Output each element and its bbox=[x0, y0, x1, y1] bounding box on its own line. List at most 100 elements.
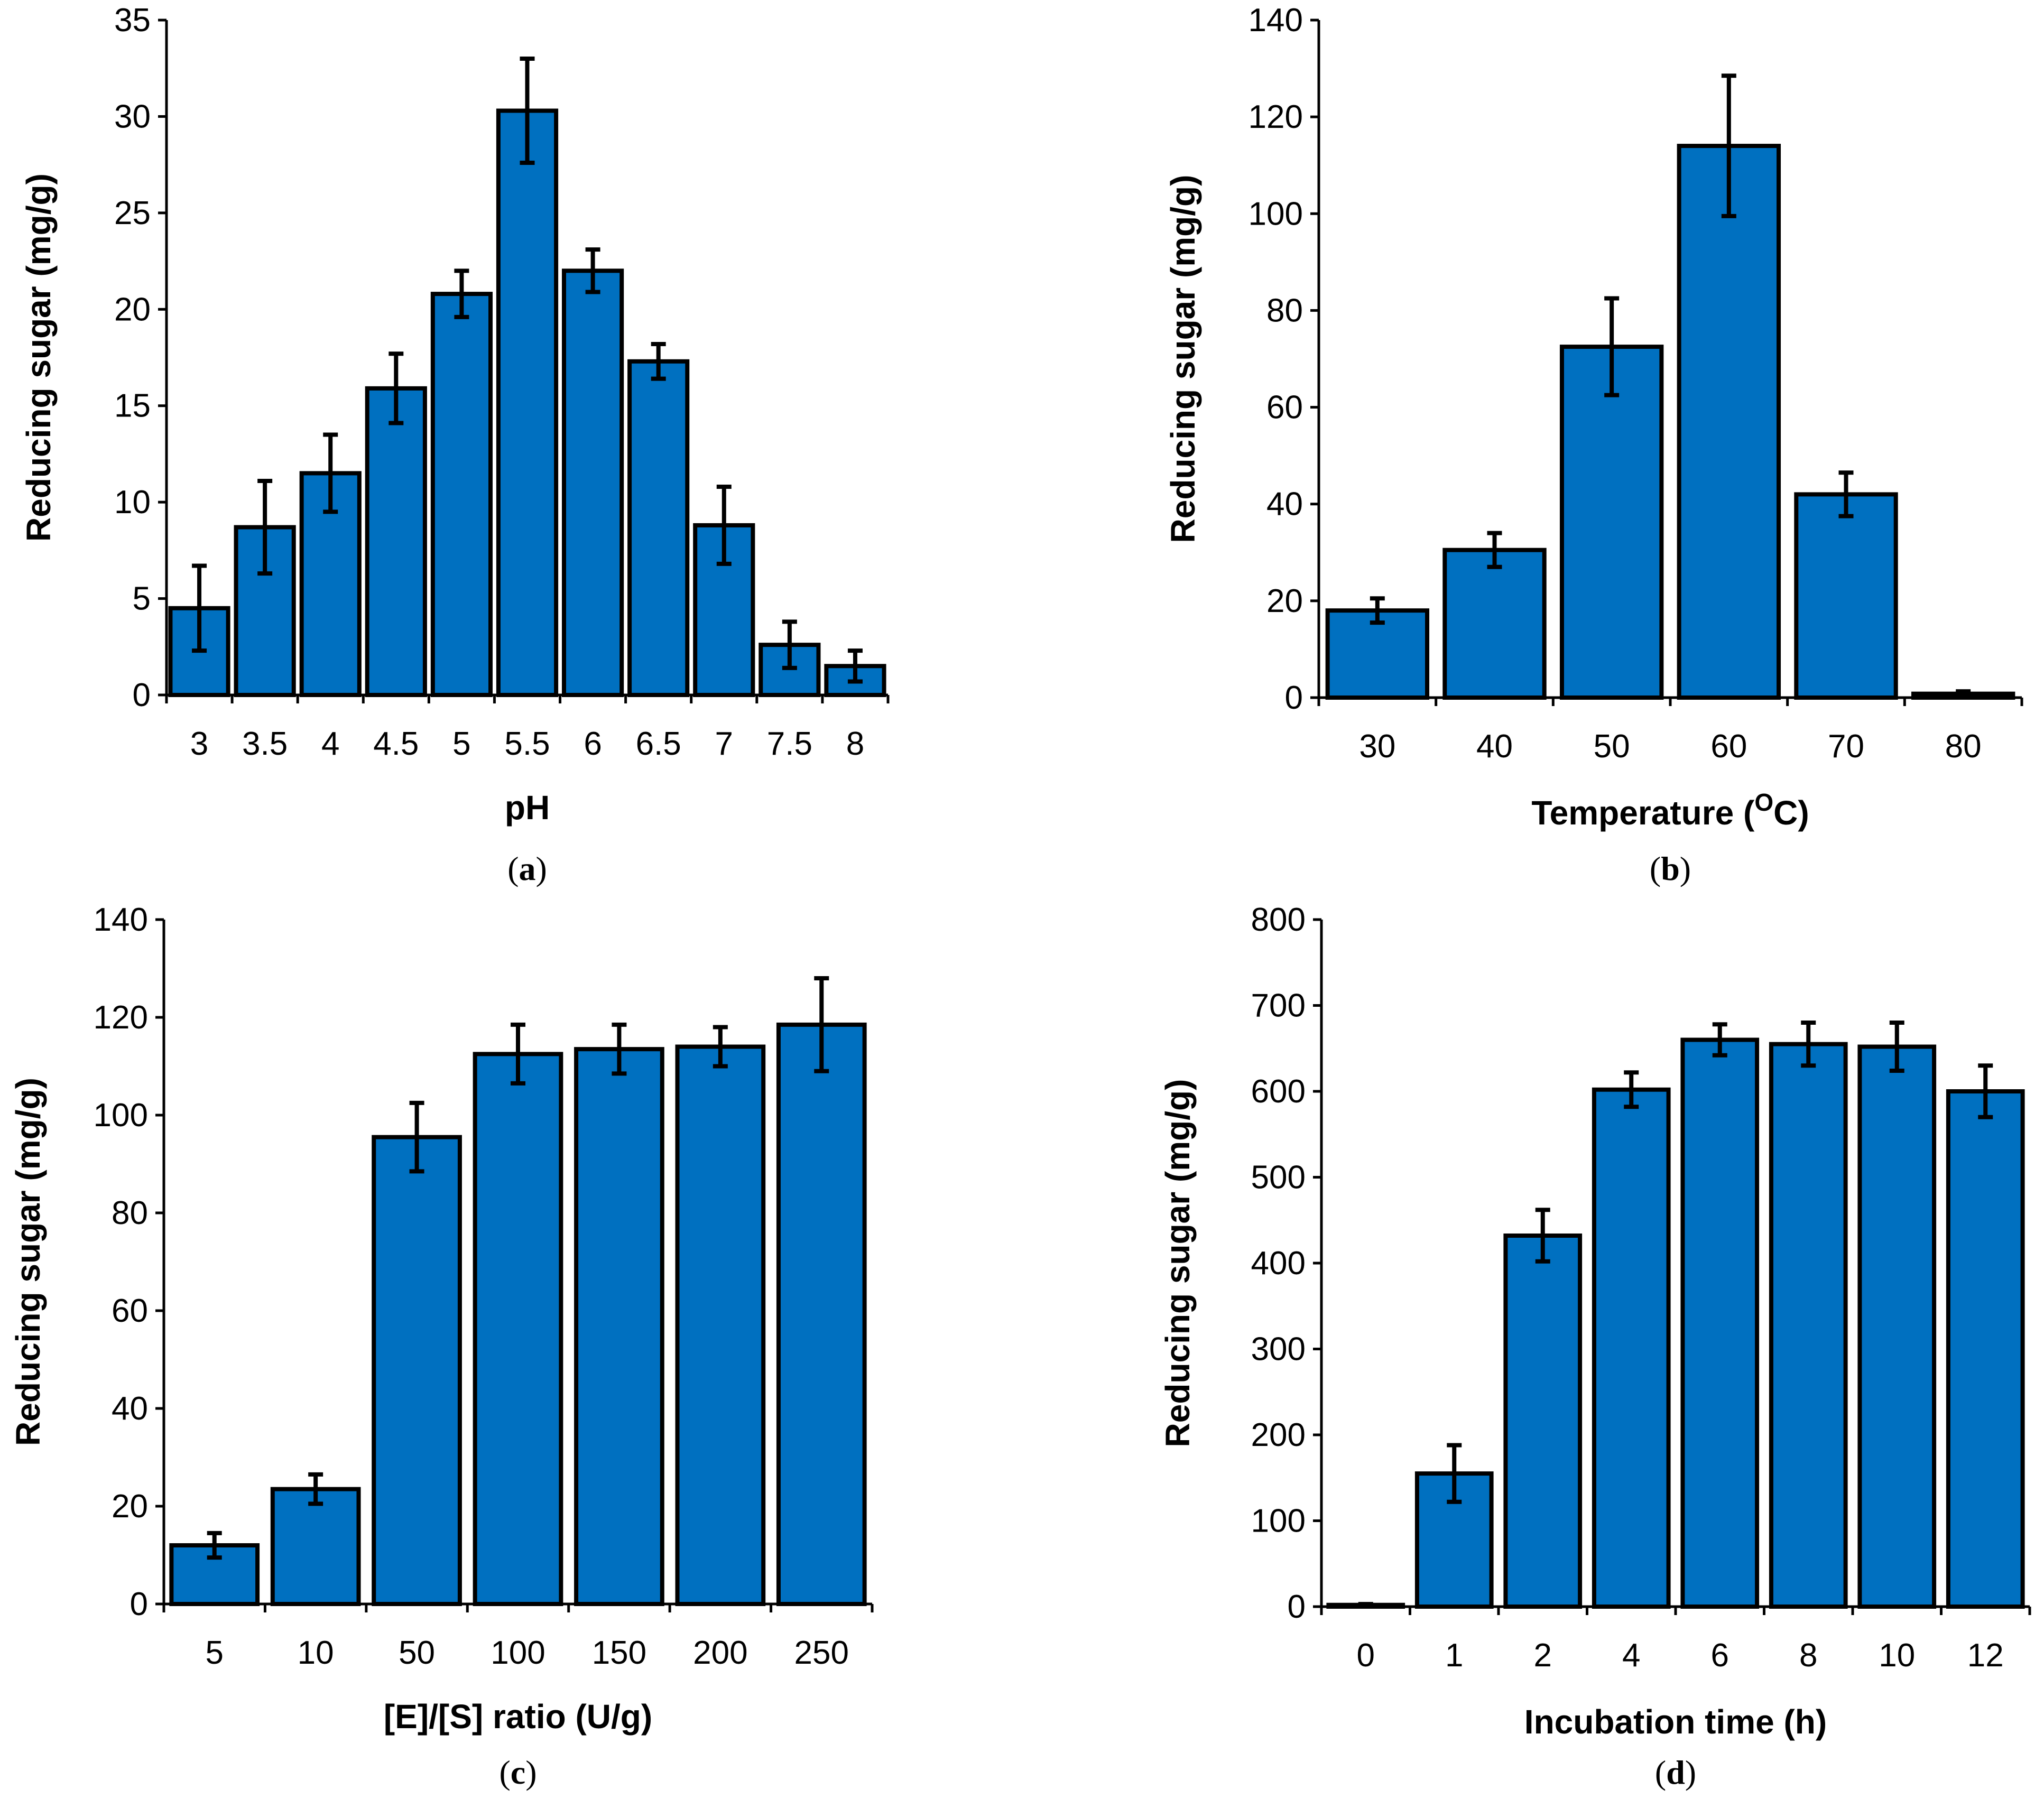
y-tick-label-d-200: 200 bbox=[1251, 1417, 1306, 1453]
x-axis-title-a: pH bbox=[505, 789, 550, 827]
y-tick-label-b-80: 80 bbox=[1266, 292, 1303, 329]
bar-c-250 bbox=[776, 1022, 867, 1606]
bar-c-100 bbox=[473, 1052, 563, 1606]
x-tick-label-d-12: 12 bbox=[1967, 1637, 2004, 1674]
x-tick-label-a-5.5: 5.5 bbox=[504, 726, 550, 762]
y-tick-label-d-0: 0 bbox=[1288, 1589, 1306, 1625]
x-axis-title-c: [E]/[S] ratio (U/g) bbox=[384, 1698, 652, 1736]
y-tick-label-c-120: 120 bbox=[94, 999, 148, 1036]
x-tick-label-c-10: 10 bbox=[298, 1635, 334, 1671]
y-tick-label-a-20: 20 bbox=[114, 291, 151, 328]
y-tick-label-d-500: 500 bbox=[1251, 1160, 1306, 1196]
y-tick-label-c-60: 60 bbox=[112, 1293, 148, 1329]
y-axis-title-a: Reducing sugar (mg/g) bbox=[20, 173, 58, 542]
bar-d-12 bbox=[1946, 1089, 2025, 1609]
bar-b-60 bbox=[1677, 144, 1781, 700]
x-axis-title-b: Temperature (OC) bbox=[1531, 789, 1809, 832]
y-tick-label-c-40: 40 bbox=[112, 1390, 148, 1427]
x-tick-label-c-250: 250 bbox=[794, 1635, 849, 1671]
bar-d-4 bbox=[1592, 1087, 1671, 1609]
bar-c-50 bbox=[372, 1135, 462, 1606]
bar-a-6 bbox=[561, 268, 624, 697]
x-tick-label-a-8: 8 bbox=[846, 726, 864, 762]
y-axis-title-b: Reducing sugar (mg/g) bbox=[1164, 175, 1202, 543]
chart-panel-a: 0 5 10 15 20 25 30 35 3 3.5 4 4.5 5 5.5 6 6.5 7 7.5 8 Reduc… bbox=[20, 2, 890, 887]
x-axis-title-d: Incubation time (h) bbox=[1524, 1703, 1827, 1741]
chart-panel-c: 0 20 40 60 80 100 120 140 5 10 50 100 150 200 250 Reduc… bbox=[9, 902, 874, 1791]
y-tick-label-c-20: 20 bbox=[112, 1488, 148, 1525]
x-tick-label-a-6.5: 6.5 bbox=[636, 726, 681, 762]
bar-b-50 bbox=[1559, 345, 1664, 700]
y-tick-label-c-100: 100 bbox=[94, 1097, 148, 1134]
bar-b-30 bbox=[1325, 608, 1430, 700]
x-tick-label-a-7.5: 7.5 bbox=[767, 726, 812, 762]
y-tick-label-c-140: 140 bbox=[94, 902, 148, 938]
x-tick-label-a-3.5: 3.5 bbox=[242, 726, 288, 762]
y-tick-label-b-120: 120 bbox=[1248, 99, 1303, 135]
y-tick-label-a-15: 15 bbox=[114, 388, 151, 424]
x-tick-label-b-60: 60 bbox=[1710, 728, 1747, 765]
panel-label-b: (b) bbox=[1650, 850, 1691, 887]
x-tick-label-a-4.5: 4.5 bbox=[373, 726, 419, 762]
bar-a-4.5 bbox=[365, 386, 427, 697]
x-tick-label-a-4: 4 bbox=[321, 726, 339, 762]
y-tick-label-d-100: 100 bbox=[1251, 1503, 1306, 1540]
y-axis-title-d: Reducing sugar (mg/g) bbox=[1159, 1079, 1197, 1448]
x-tick-label-d-10: 10 bbox=[1879, 1637, 1915, 1674]
bar-a-5.5 bbox=[496, 108, 559, 697]
x-tick-label-d-0: 0 bbox=[1357, 1637, 1375, 1674]
x-tick-label-c-200: 200 bbox=[693, 1635, 747, 1671]
y-tick-label-a-30: 30 bbox=[114, 98, 151, 135]
bar-d-2 bbox=[1503, 1234, 1583, 1609]
panel-label-c: (c) bbox=[499, 1754, 537, 1791]
panel-label-d: (d) bbox=[1655, 1754, 1696, 1791]
y-tick-label-a-0: 0 bbox=[133, 677, 151, 713]
x-tick-label-a-7: 7 bbox=[715, 726, 733, 762]
bar-b-70 bbox=[1794, 492, 1898, 700]
y-tick-label-b-100: 100 bbox=[1248, 196, 1303, 232]
x-tick-label-b-40: 40 bbox=[1476, 728, 1513, 765]
y-tick-label-c-80: 80 bbox=[112, 1195, 148, 1231]
y-tick-label-b-20: 20 bbox=[1266, 583, 1303, 619]
x-tick-label-b-80: 80 bbox=[1945, 728, 1982, 765]
y-tick-label-d-600: 600 bbox=[1251, 1073, 1306, 1110]
x-tick-label-d-1: 1 bbox=[1445, 1637, 1463, 1674]
x-tick-label-b-70: 70 bbox=[1828, 728, 1864, 765]
x-tick-label-c-100: 100 bbox=[491, 1635, 545, 1671]
x-tick-label-d-6: 6 bbox=[1711, 1637, 1729, 1674]
bar-d-8 bbox=[1769, 1042, 1848, 1609]
y-tick-label-b-40: 40 bbox=[1266, 486, 1303, 523]
y-tick-label-d-800: 800 bbox=[1251, 902, 1306, 938]
bar-c-10 bbox=[270, 1487, 361, 1606]
y-tick-label-a-35: 35 bbox=[114, 2, 151, 39]
y-tick-label-a-25: 25 bbox=[114, 195, 151, 231]
x-tick-label-d-2: 2 bbox=[1534, 1637, 1552, 1674]
bar-d-6 bbox=[1680, 1037, 1760, 1609]
y-tick-label-d-400: 400 bbox=[1251, 1245, 1306, 1282]
x-tick-label-c-50: 50 bbox=[399, 1635, 435, 1671]
y-tick-label-d-300: 300 bbox=[1251, 1331, 1306, 1368]
y-tick-label-a-10: 10 bbox=[114, 484, 151, 521]
x-tick-label-a-3: 3 bbox=[190, 726, 208, 762]
x-tick-label-d-4: 4 bbox=[1622, 1637, 1640, 1674]
x-tick-label-d-8: 8 bbox=[1799, 1637, 1817, 1674]
x-tick-label-c-150: 150 bbox=[592, 1635, 646, 1671]
bar-c-150 bbox=[574, 1047, 664, 1606]
x-tick-label-c-5: 5 bbox=[205, 1635, 223, 1671]
bar-a-6.5 bbox=[627, 359, 690, 697]
y-tick-label-c-0: 0 bbox=[130, 1586, 148, 1622]
y-tick-label-a-5: 5 bbox=[133, 581, 151, 617]
chart-panel-b: 0 20 40 60 80 100 120 140 30 40 50 60 70 80 Reducing s… bbox=[1164, 2, 2023, 887]
y-tick-label-b-60: 60 bbox=[1266, 390, 1303, 426]
y-axis-title-c: Reducing sugar (mg/g) bbox=[9, 1078, 47, 1446]
y-tick-label-b-140: 140 bbox=[1248, 2, 1303, 39]
bar-c-200 bbox=[675, 1044, 766, 1606]
y-tick-label-b-0: 0 bbox=[1285, 680, 1303, 716]
panel-label-a: (a) bbox=[507, 850, 547, 887]
x-tick-label-a-6: 6 bbox=[584, 726, 602, 762]
x-tick-label-b-50: 50 bbox=[1594, 728, 1630, 765]
bar-a-5 bbox=[430, 292, 493, 697]
y-tick-label-d-700: 700 bbox=[1251, 988, 1306, 1024]
